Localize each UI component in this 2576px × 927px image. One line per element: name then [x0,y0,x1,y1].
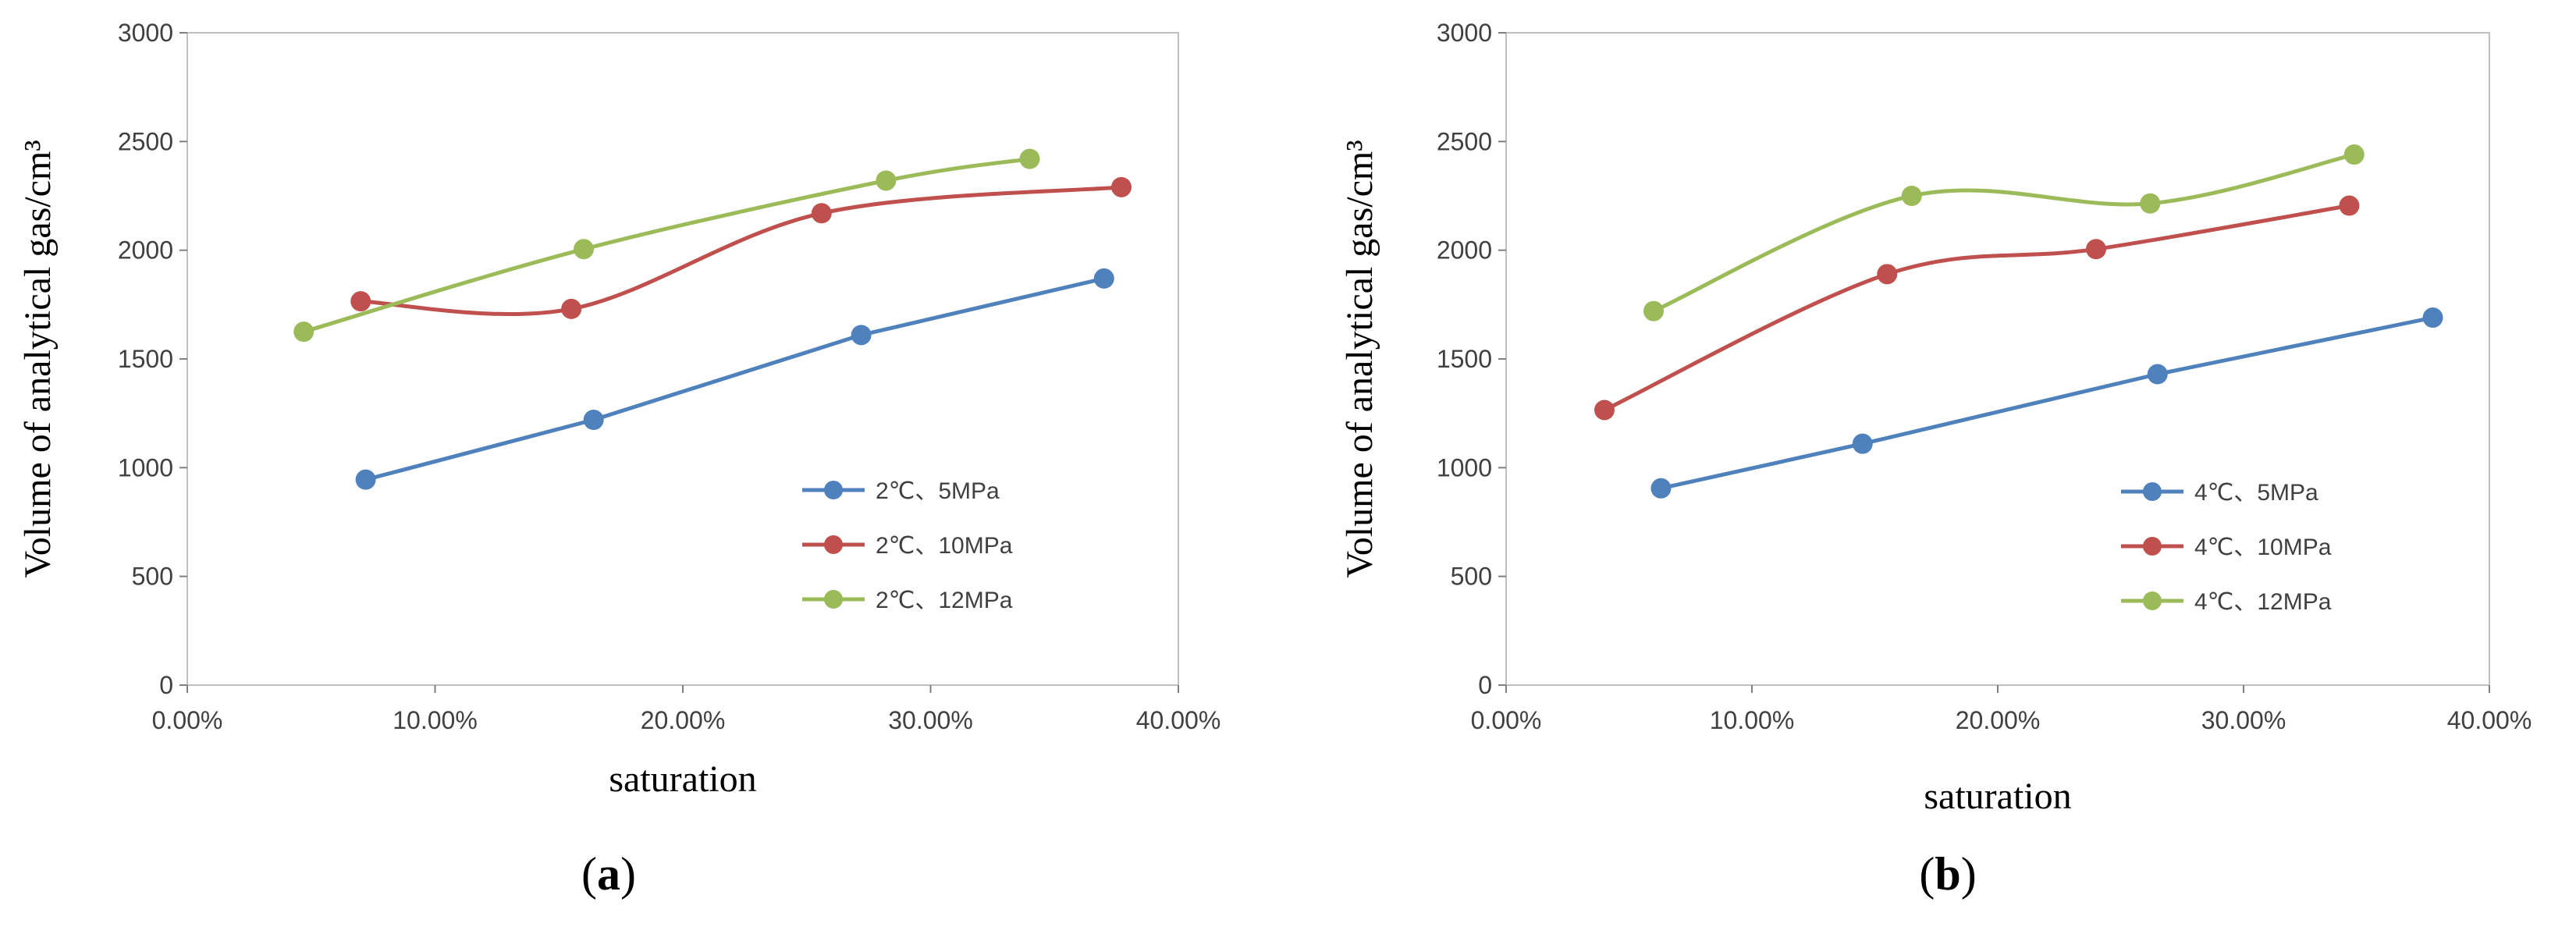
data-point-series-1 [1110,176,1132,197]
legend-label: 2℃、12MPa [876,588,1013,613]
y-tick-label: 2000 [118,236,173,265]
y-tick-label: 0 [1478,671,1492,699]
y-tick-label: 1500 [1437,345,1492,373]
legend-marker [824,535,843,554]
x-tick-label: 0.00% [1471,706,1542,734]
plot-area [187,32,1179,686]
series-line-2 [301,157,1032,334]
panel-label: (b) [1919,848,1976,900]
data-point-series-0 [1650,478,1672,499]
legend-label: 4℃、10MPa [2194,535,2332,560]
plot-area [1505,32,2490,686]
data-point-series-1 [1594,400,1615,421]
y-tick-label: 1000 [1437,453,1492,481]
data-point-series-2 [876,170,897,191]
x-tick-label: 10.00% [1710,706,1795,734]
data-point-series-0 [2147,364,2168,385]
y-tick-label: 500 [1451,563,1492,591]
legend-label: 4℃、5MPa [2194,480,2318,506]
chart-panel-a: 0 500 1000 1500 2000 2500 3000 0.00% 10.00% 20.00… [17,19,1220,900]
series-line-1 [1602,204,2351,412]
data-point-series-0 [583,410,604,431]
series-line-0 [364,276,1107,482]
data-point-series-1 [1877,264,1898,285]
y-tick-label: 1500 [118,345,173,373]
data-point-series-1 [350,291,371,312]
data-point-series-0 [355,469,376,490]
data-point-series-0 [1093,268,1114,289]
data-point-series-2 [293,321,314,343]
legend-marker [2143,537,2162,556]
data-point-series-1 [2339,195,2360,216]
x-axis-title: saturation [609,758,756,800]
data-point-series-0 [1852,433,1873,454]
data-point-series-2 [2140,193,2161,214]
data-point-series-0 [851,325,872,346]
legend-marker [2143,482,2162,501]
x-axis-title: saturation [1924,776,2071,817]
data-point-series-2 [1019,148,1040,169]
data-point-series-2 [1901,186,1922,206]
y-tick-label: 3000 [1437,19,1492,47]
x-tick-label: 40.00% [1136,706,1221,734]
panel-label: (a) [581,848,636,900]
data-point-series-1 [561,298,582,319]
series-line-0 [1658,315,2436,491]
data-point-series-0 [2422,307,2443,329]
legend-label: 2℃、10MPa [876,533,1013,559]
series-line-2 [1651,152,2357,314]
y-axis-title: Volume of analytical gas/cm³ [1339,140,1380,577]
legend-marker [824,481,843,499]
x-tick-label: 40.00% [2447,706,2532,734]
y-axis-title: Volume of analytical gas/cm³ [17,140,59,577]
legend-marker [824,590,843,609]
x-tick-label: 30.00% [888,706,973,734]
y-tick-label: 2000 [1437,236,1492,265]
y-tick-label: 2500 [1437,127,1492,155]
legend-marker [2143,591,2162,610]
x-tick-label: 0.00% [152,706,223,734]
data-point-series-1 [2086,239,2106,260]
legend-label: 4℃、12MPa [2194,589,2332,615]
series-line-1 [358,185,1124,317]
y-tick-label: 1000 [118,453,173,481]
panel-letter: a [597,848,620,900]
panel-letter: b [1935,848,1960,900]
x-tick-label: 20.00% [641,706,726,734]
x-tick-label: 30.00% [2201,706,2286,734]
x-tick-label: 10.00% [393,706,478,734]
legend-label: 2℃、5MPa [876,478,1000,504]
data-point-series-2 [2343,144,2365,165]
y-tick-label: 2500 [118,127,173,155]
x-tick-label: 20.00% [1956,706,2041,734]
chart-panel-b: 0 500 1000 1500 2000 2500 3000 0.00% 10.00% 20.00… [1339,19,2532,900]
data-point-series-2 [1643,300,1664,321]
data-point-series-1 [811,203,832,224]
y-tick-label: 3000 [118,19,173,47]
y-tick-label: 500 [132,563,173,591]
data-point-series-2 [574,239,594,260]
y-tick-label: 0 [159,671,173,699]
